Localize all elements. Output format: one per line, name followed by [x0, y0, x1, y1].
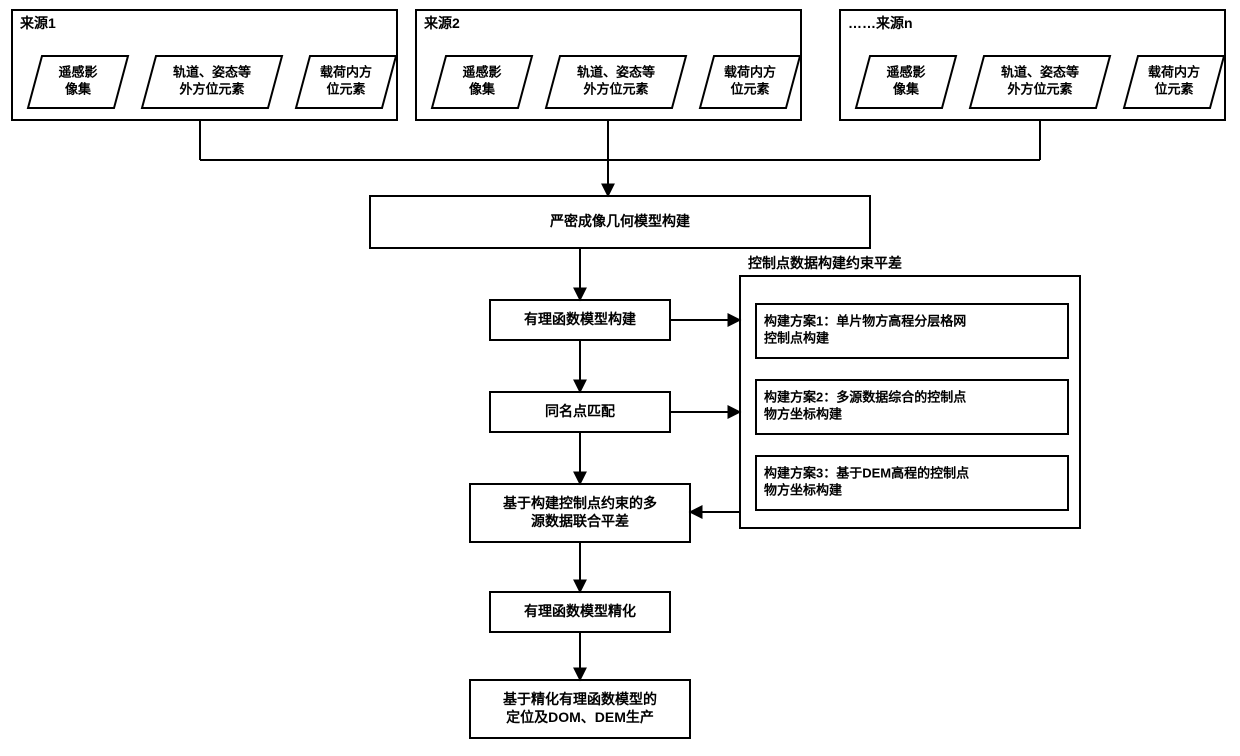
- source-3-title: ……来源n: [848, 15, 913, 31]
- source-3-item-1-label: 遥感影像集: [886, 65, 925, 97]
- constraint-item-3-label: 构建方案3：基于DEM高程的控制点物方坐标构建: [764, 466, 969, 498]
- source-2-item-3-label: 载荷内方位元素: [724, 65, 776, 97]
- constraint-item-1-label: 构建方案1：单片物方高程分层格网控制点构建: [764, 314, 966, 346]
- node-rigorous-label: 严密成像几何模型构建: [549, 213, 690, 229]
- node-refine-label: 有理函数模型精化: [524, 603, 636, 619]
- constraint-group-title: 控制点数据构建约束平差: [748, 255, 902, 271]
- node-rational-label: 有理函数模型构建: [524, 311, 636, 327]
- source-3-item-2-label: 轨道、姿态等外方位元素: [1001, 65, 1079, 97]
- node-adjust-label: 基于构建控制点约束的多源数据联合平差: [503, 495, 657, 529]
- source-1-item-3-label: 载荷内方位元素: [320, 65, 372, 97]
- source-2-title: 来源2: [423, 15, 460, 31]
- source-1-item-1-label: 遥感影像集: [58, 65, 97, 97]
- source-2-item-1-label: 遥感影像集: [462, 65, 501, 97]
- source-2-item-2-label: 轨道、姿态等外方位元素: [577, 65, 655, 97]
- constraint-item-2-label: 构建方案2：多源数据综合的控制点物方坐标构建: [764, 390, 966, 422]
- source-3-item-3-label: 载荷内方位元素: [1148, 65, 1200, 97]
- node-output-label: 基于精化有理函数模型的定位及DOM、DEM生产: [503, 691, 657, 725]
- node-tiepoint-label: 同名点匹配: [545, 403, 615, 419]
- source-1-title: 来源1: [19, 15, 56, 31]
- source-1-item-2-label: 轨道、姿态等外方位元素: [173, 65, 251, 97]
